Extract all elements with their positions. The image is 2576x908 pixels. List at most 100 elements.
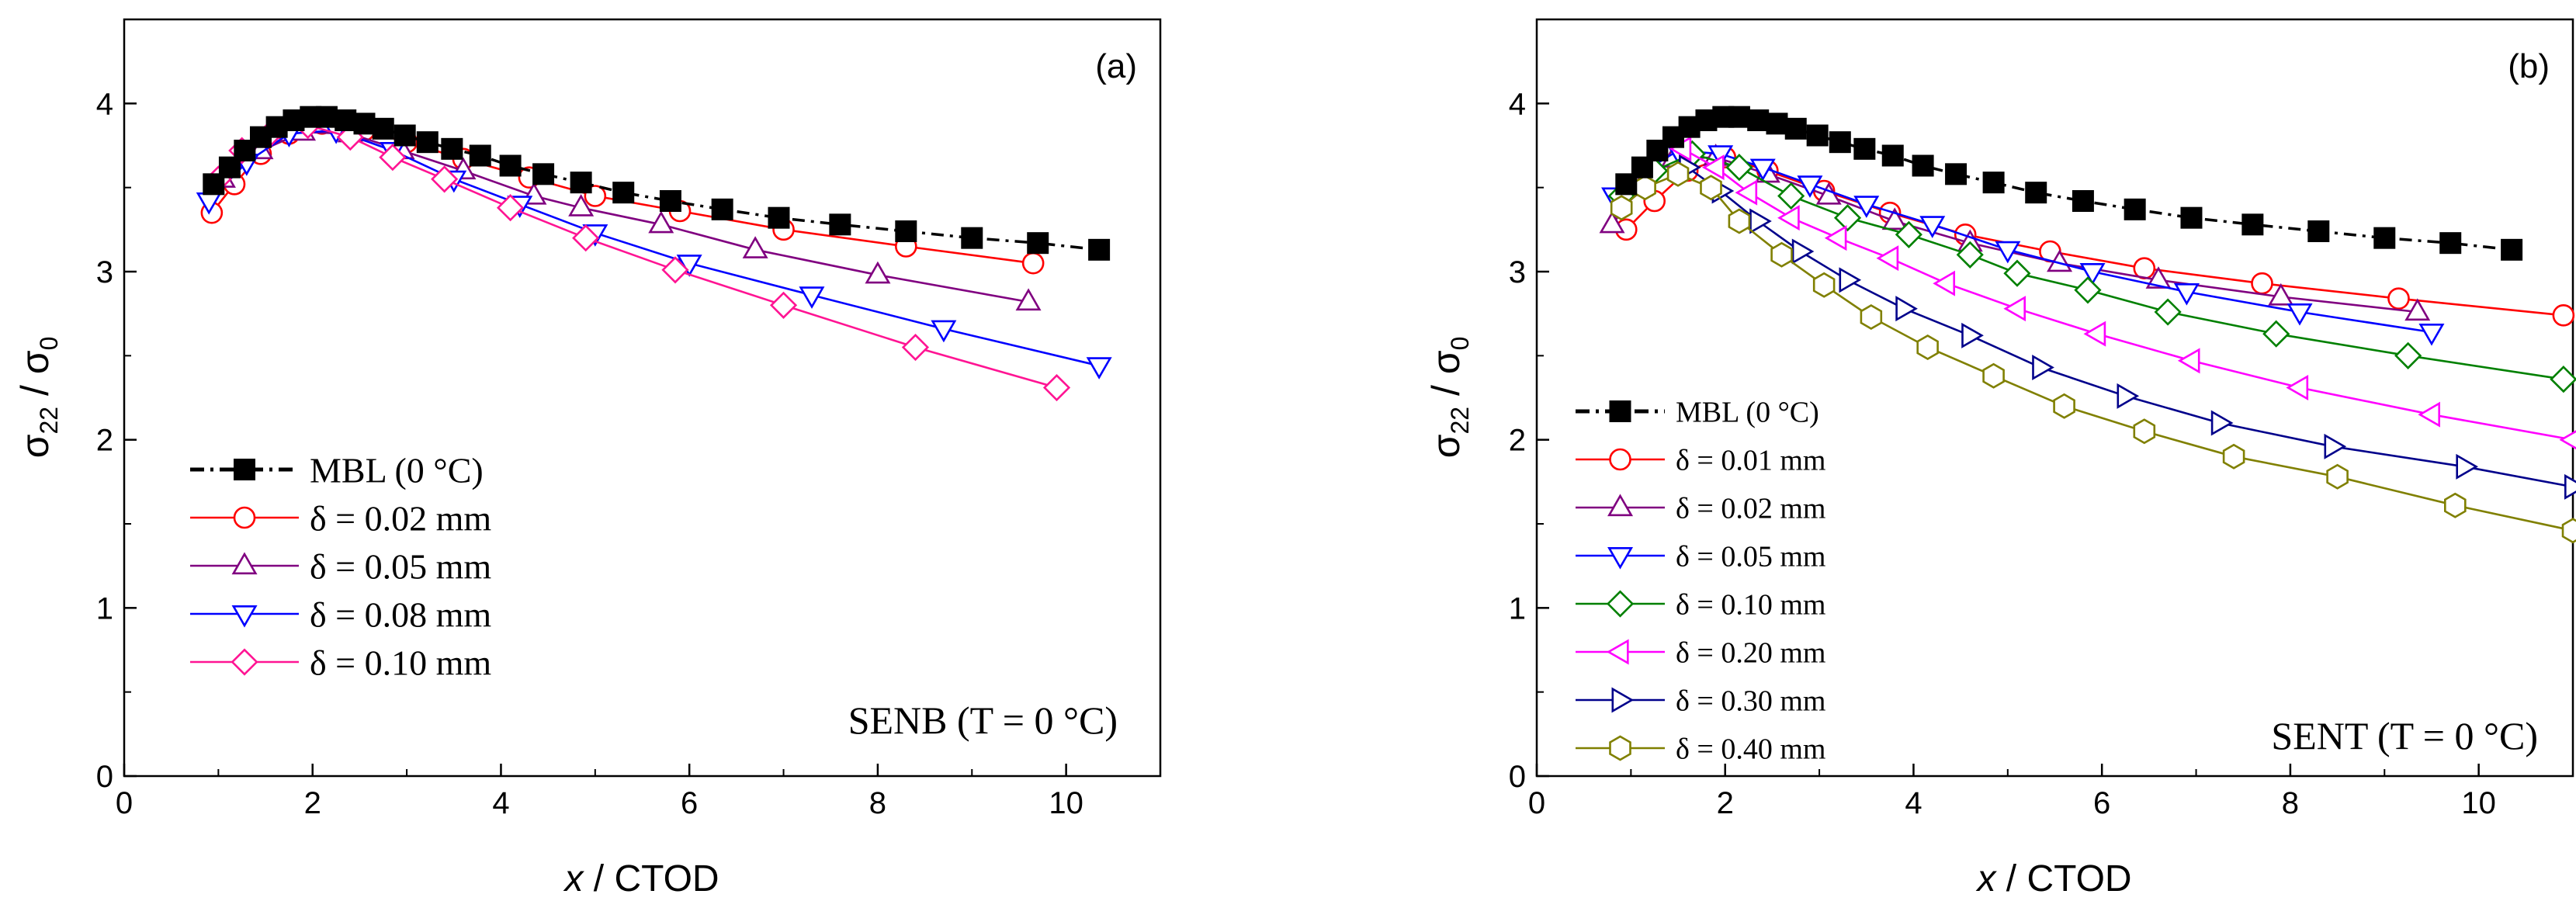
legend-item-0: MBL (0 °C) <box>190 451 484 490</box>
data-point <box>2268 282 2294 306</box>
legend-marker <box>1609 400 1631 422</box>
data-point <box>2307 220 2330 242</box>
series-3 <box>196 122 1112 379</box>
data-point <box>469 144 491 167</box>
legend-item-3: δ = 0.08 mm <box>190 595 491 635</box>
x-tick-label: 10 <box>1049 786 1083 820</box>
legend-item-2: δ = 0.02 mm <box>1576 493 1825 525</box>
data-point <box>315 106 338 128</box>
data-point <box>570 172 592 194</box>
data-point <box>895 220 917 242</box>
data-point <box>799 286 825 309</box>
data-point <box>1933 270 1955 296</box>
svg-text:σ22 / σ0: σ22 / σ0 <box>1424 337 1474 459</box>
series-6 <box>1679 154 2576 500</box>
data-point <box>931 320 957 343</box>
y-tick-label: 0 <box>1509 760 1526 794</box>
data-point <box>2032 355 2054 381</box>
ticks-b: 0 2 4 6 8 10 0 1 2 3 4 <box>1509 19 2496 820</box>
y-tick-label: 1 <box>96 591 113 626</box>
plot-frame-b <box>1535 18 2574 778</box>
data-point <box>2117 383 2140 409</box>
data-point <box>1599 210 1625 234</box>
data-point <box>901 333 930 362</box>
series-2 <box>1599 144 2431 321</box>
data-point <box>2326 463 2349 490</box>
data-point <box>1945 163 1968 185</box>
data-point <box>394 124 416 147</box>
y-tick-label: 3 <box>96 255 113 289</box>
svg-text:σ22 / σ0: σ22 / σ0 <box>13 337 63 459</box>
data-point <box>768 206 790 229</box>
ticks-a: 0 2 4 6 8 10 0 1 2 3 4 <box>96 19 1083 820</box>
x-axis-rest-b: / CTOD <box>1995 858 2131 899</box>
data-point <box>1634 175 1656 201</box>
x-axis-label-a: x / CTOD <box>563 858 719 899</box>
data-point <box>2444 492 2467 518</box>
data-point <box>379 144 407 172</box>
plot-frame-a <box>123 18 1162 778</box>
legend-marker <box>231 648 258 676</box>
legend-item-1: δ = 0.02 mm <box>190 499 491 539</box>
data-point <box>2324 433 2347 459</box>
data-point <box>742 236 768 258</box>
legend-label: δ = 0.10 mm <box>310 643 491 683</box>
data-point <box>865 261 891 284</box>
data-point <box>572 224 600 252</box>
data-point <box>431 165 459 193</box>
x-tick-label: 4 <box>1905 786 1922 820</box>
y-tick-label: 4 <box>96 87 113 121</box>
data-point <box>648 210 674 234</box>
legend-marker <box>1607 494 1634 517</box>
legend-label: δ = 0.05 mm <box>1676 541 1825 574</box>
data-point <box>2124 198 2146 220</box>
legend-marker <box>234 459 255 480</box>
series-group-a <box>196 106 1112 402</box>
series-line <box>208 129 1100 367</box>
data-point <box>961 227 983 249</box>
data-point <box>2287 303 2313 326</box>
x-tick-label: 8 <box>869 786 886 820</box>
data-point <box>661 256 689 284</box>
data-point <box>1824 225 1847 251</box>
data-point <box>2154 298 2182 326</box>
data-point <box>1770 241 1793 268</box>
data-point <box>2439 232 2462 255</box>
legend-marker <box>1609 735 1631 761</box>
series-5 <box>1669 136 2576 450</box>
data-point <box>1956 241 1984 269</box>
data-point <box>1749 158 1776 182</box>
legend-item-4: δ = 0.10 mm <box>190 643 491 683</box>
x-axis-rest-a: / CTOD <box>583 858 719 899</box>
data-point <box>1881 207 1908 230</box>
legend-item-1: δ = 0.01 mm <box>1576 445 1825 477</box>
data-point <box>2262 320 2290 348</box>
data-point <box>2003 259 2031 287</box>
legend-label: δ = 0.05 mm <box>310 547 491 587</box>
data-point <box>2501 238 2523 261</box>
data-point <box>1995 241 2021 264</box>
x-tick-label: 2 <box>304 786 321 820</box>
data-point <box>2561 518 2576 544</box>
data-point <box>1728 208 1751 234</box>
data-point <box>1700 175 1722 201</box>
data-point <box>1881 144 1904 167</box>
y-tick-label: 0 <box>96 760 113 794</box>
series-line <box>1621 172 2574 532</box>
data-point <box>1749 208 1772 234</box>
data-point <box>1777 205 1800 231</box>
data-point <box>2550 366 2576 393</box>
x-tick-label: 10 <box>2461 786 2496 820</box>
legend-marker <box>231 552 258 575</box>
legend-item-4: δ = 0.10 mm <box>1576 589 1825 622</box>
legend-item-6: δ = 0.30 mm <box>1576 685 1825 718</box>
data-point <box>1610 195 1633 221</box>
data-point <box>1860 303 1883 331</box>
data-point <box>1982 172 2005 194</box>
x-tick-label: 0 <box>1528 786 1545 820</box>
legend-b: MBL (0 °C) δ = 0.01 mm δ = 0.02 mm δ = 0.05… <box>1576 397 1825 766</box>
data-point <box>1895 296 1918 322</box>
series-line <box>222 130 1029 303</box>
data-point <box>1797 175 1823 198</box>
data-point <box>2387 287 2410 310</box>
